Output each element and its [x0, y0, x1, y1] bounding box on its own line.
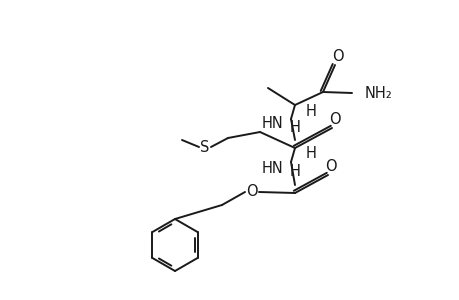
Text: H: H [305, 146, 316, 160]
Text: NH₂: NH₂ [364, 85, 392, 100]
Text: O: O [246, 184, 257, 199]
Text: HN: HN [262, 160, 283, 175]
Text: O: O [331, 49, 343, 64]
Text: H: H [289, 119, 300, 134]
Text: H: H [305, 103, 316, 118]
Text: S: S [200, 140, 209, 154]
Text: H: H [289, 164, 300, 179]
Text: O: O [325, 158, 336, 173]
Text: HN: HN [262, 116, 283, 130]
Text: O: O [329, 112, 340, 127]
